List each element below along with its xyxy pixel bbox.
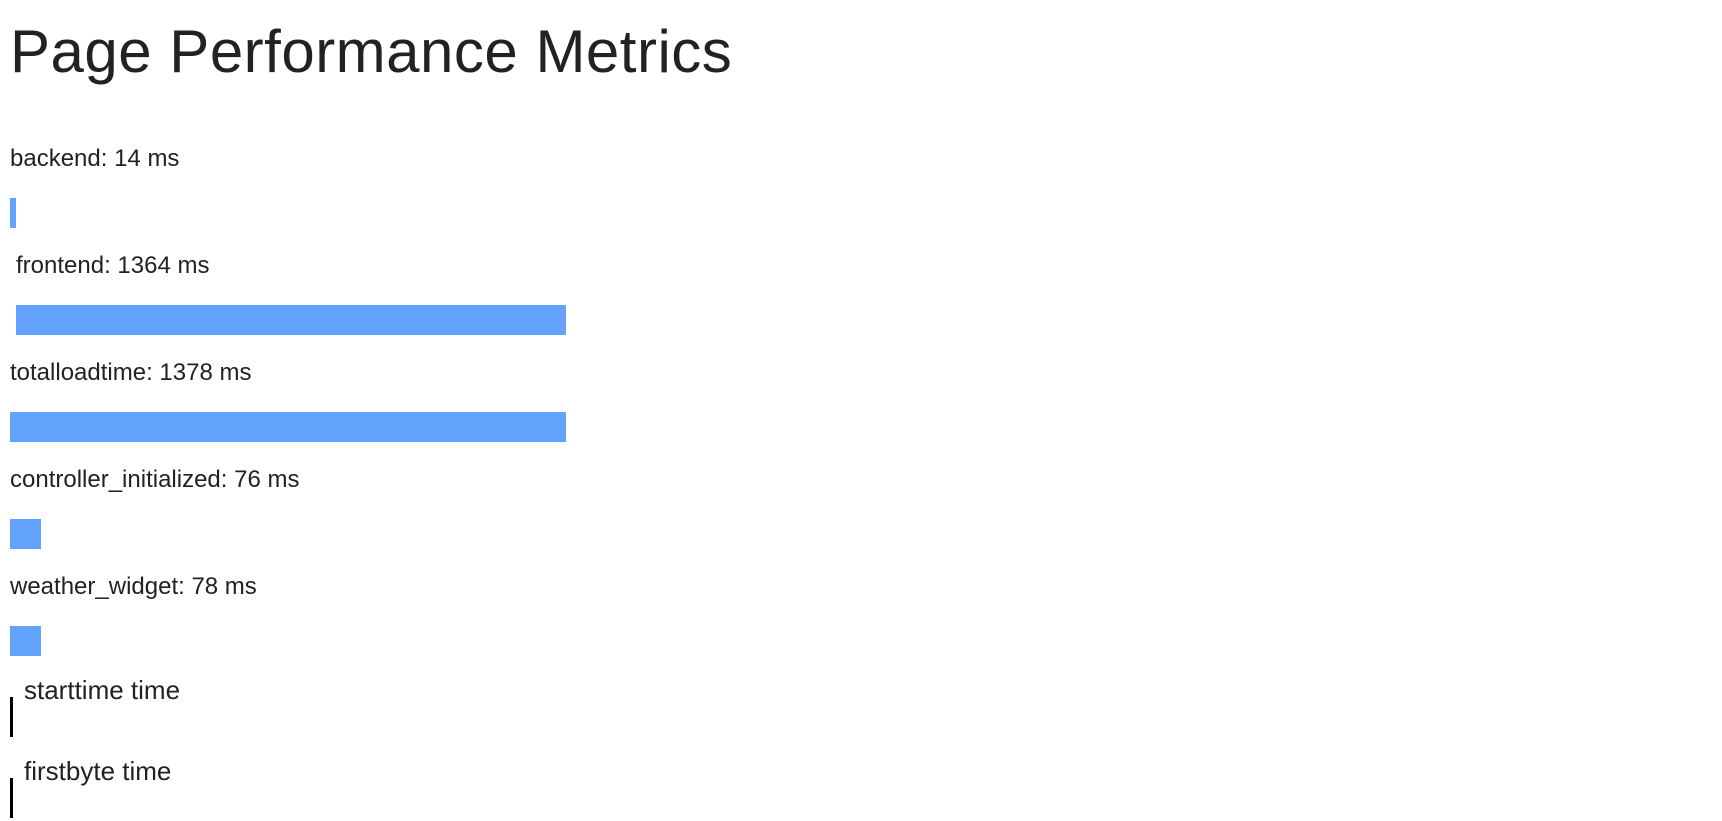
marker-label-starttime: starttime time	[24, 675, 181, 705]
page-title: Page Performance Metrics	[10, 18, 733, 85]
metric-label-totalloadtime: totalloadtime: 1378 ms	[10, 359, 252, 386]
metric-bar-weather_widget	[10, 626, 41, 656]
metric-label-backend: backend: 14 ms	[10, 145, 180, 172]
metric-bar-controller_initialized	[10, 519, 41, 549]
metric-bar-totalloadtime	[10, 412, 566, 442]
marker-line-starttime	[10, 697, 13, 737]
metric-label-frontend: frontend: 1364 ms	[16, 252, 210, 279]
marker-line-firstbyte	[10, 778, 13, 818]
metric-label-weather_widget: weather_widget: 78 ms	[10, 573, 257, 600]
metric-label-controller_initialized: controller_initialized: 76 ms	[10, 466, 300, 493]
metric-bar-backend	[10, 198, 16, 228]
metric-bar-frontend	[16, 305, 566, 335]
marker-label-firstbyte: firstbyte time	[24, 756, 172, 786]
